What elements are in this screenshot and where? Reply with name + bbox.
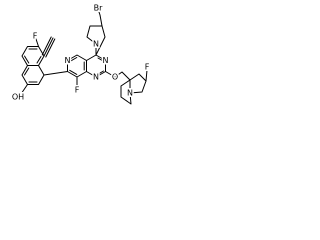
bond <box>145 69 148 82</box>
atom-label: N <box>93 73 99 82</box>
atom-label: OH <box>12 93 24 102</box>
bond <box>105 71 131 81</box>
atom-label: N <box>93 40 99 49</box>
page: Br N N N N F O F N F OH (() => { const d… <box>0 0 152 152</box>
atom-label: Br <box>94 4 103 13</box>
bond <box>97 57 104 75</box>
atom-label: N <box>127 89 133 98</box>
bonds <box>20 8 148 105</box>
atom-labels: Br N N N N F O F N F OH <box>10 2 151 103</box>
bond <box>43 71 68 76</box>
bond <box>86 25 106 56</box>
atom-label: N <box>103 56 109 65</box>
bond <box>20 84 28 95</box>
bond <box>97 8 103 27</box>
bond <box>24 48 42 83</box>
bond <box>120 79 132 105</box>
bond <box>35 38 39 47</box>
atom-label: F <box>145 63 150 72</box>
bond <box>129 73 147 94</box>
bond <box>41 36 56 58</box>
atom-label: O <box>112 73 118 82</box>
atom-label: N <box>65 56 71 65</box>
bond <box>21 65 45 85</box>
bond <box>67 54 87 78</box>
atom-label: F <box>75 86 80 95</box>
bond <box>69 57 85 75</box>
atom-label: F <box>33 32 38 41</box>
molecule: Br N N N N F O F N F OH <box>10 2 151 105</box>
